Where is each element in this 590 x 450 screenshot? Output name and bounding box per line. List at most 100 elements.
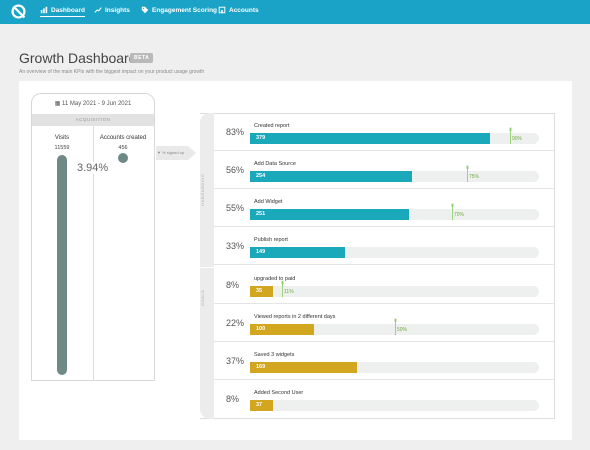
stage-count: 379	[256, 135, 266, 141]
stage-name: upgraded to paid	[254, 276, 296, 282]
accounts-created-dot	[118, 153, 128, 163]
signed-up-text: % signed up	[162, 150, 185, 155]
building-icon	[218, 6, 226, 14]
onboarding-label: ONBOARDING	[200, 173, 205, 207]
chart-bar-icon	[40, 6, 48, 14]
stage-percentage: 33%	[226, 241, 245, 251]
funnel-stage-row[interactable]: 37% Saved 3 widgets 169	[214, 342, 554, 380]
benchmark-flag-icon: |||	[394, 318, 397, 322]
stage-name: Add Widget	[254, 199, 283, 205]
conversion-rate: 3.94%	[76, 162, 110, 174]
date-range-label: 11 May 2021 - 9 Jun 2021	[62, 101, 132, 107]
stage-count: 251	[256, 211, 266, 217]
stage-bar-track: 35 ||| 11%	[250, 280, 539, 297]
benchmark-percentage: 11%	[284, 289, 294, 295]
goals-label: GOALS	[200, 289, 205, 307]
benchmark-marker	[395, 319, 396, 335]
accounts-created-label: Accounts created	[99, 135, 147, 141]
app-logo-icon[interactable]	[10, 3, 27, 20]
stage-bar-fill: 35	[250, 286, 273, 297]
visits-value: 11559	[54, 145, 70, 151]
stage-percentage: 22%	[226, 318, 245, 328]
benchmark-percentage: 75%	[469, 174, 480, 180]
nav-dashboard[interactable]: Dashboard	[40, 6, 85, 17]
trend-line-icon	[94, 7, 102, 13]
benchmark-flag-icon: |||	[466, 165, 469, 169]
stage-bar-fill: 37	[250, 400, 273, 411]
acquisition-divider	[93, 126, 94, 381]
stage-bar-fill: 169	[250, 362, 357, 373]
nav-insights[interactable]: Insights	[94, 6, 130, 14]
benchmark-marker	[467, 166, 468, 182]
goals-band: GOALS	[200, 268, 214, 419]
benchmark-percentage: 90%	[512, 136, 523, 142]
page-title: Growth Dashboard	[19, 50, 137, 66]
stage-percentage: 8%	[226, 280, 240, 290]
benchmark-flag-icon: |||	[509, 127, 512, 131]
funnel-stage-row[interactable]: 33% Publish report 149	[214, 227, 554, 265]
stage-percentage: 8%	[226, 394, 240, 404]
tag-icon	[141, 6, 149, 14]
stage-count: 169	[256, 364, 266, 370]
stage-name: Created report	[254, 123, 290, 129]
stage-bar-track: 169	[250, 362, 539, 373]
stage-percentage: 37%	[226, 356, 245, 366]
funnel-stage-row[interactable]: 55% Add Widget 251 ||| 70%	[214, 189, 554, 227]
signed-up-label: ▼ % signed up	[157, 150, 184, 155]
stage-count: 254	[256, 173, 266, 179]
stage-bar-fill: 379	[250, 133, 490, 144]
date-range-picker[interactable]: ▦ 11 May 2021 - 9 Jun 2021	[32, 100, 154, 107]
benchmark-flag-icon: |||	[451, 203, 454, 207]
page-subtitle: An overview of the main KPIs with the bi…	[19, 69, 205, 75]
funnel-stage-row[interactable]: 22% Viewed reports in 2 different days 100…	[214, 304, 554, 342]
benchmark-marker	[282, 281, 283, 297]
conversion-arrow	[156, 146, 196, 160]
funnel-stage-row[interactable]: 83% Created report 379 ||| 90%	[214, 113, 554, 151]
stage-name: Saved 3 widgets	[254, 352, 295, 358]
stage-bar-track: 379 ||| 90%	[250, 127, 539, 144]
stage-bar-fill: 100	[250, 324, 314, 335]
nav-accounts[interactable]: Accounts	[218, 6, 259, 14]
nav-engagement-scoring-label: Engagement Scoring	[152, 6, 218, 14]
beta-badge: BETA	[130, 53, 154, 63]
onboarding-band: ONBOARDING	[200, 113, 214, 267]
nav-dashboard-label: Dashboard	[51, 6, 85, 14]
stage-bar-track: 37	[250, 400, 539, 411]
stage-percentage: 55%	[226, 203, 245, 213]
benchmark-flag-icon: |||	[281, 280, 284, 284]
nav-engagement-scoring[interactable]: Engagement Scoring	[141, 6, 217, 14]
visits-label: Visits	[54, 135, 70, 141]
nav-insights-label: Insights	[105, 6, 130, 14]
stage-count: 35	[256, 288, 263, 294]
stage-bar-fill: 149	[250, 247, 345, 258]
stage-name: Viewed reports in 2 different days	[254, 314, 336, 320]
accounts-created-value: 456	[118, 145, 128, 151]
acquisition-card: ▦ 11 May 2021 - 9 Jun 2021 ACQUISITION V…	[31, 93, 155, 381]
stage-percentage: 83%	[226, 127, 245, 137]
benchmark-marker	[510, 128, 511, 144]
nav-accounts-label: Accounts	[229, 6, 259, 14]
funnel-stage-row[interactable]: 8% upgraded to paid 35 ||| 11%	[214, 266, 554, 304]
top-navigation-bar: Dashboard Insights Engagement Scoring Ac…	[0, 0, 590, 24]
stage-bar-fill: 251	[250, 209, 409, 220]
stage-bar-track: 100 ||| 50%	[250, 318, 539, 335]
stage-bar-track: 149	[250, 247, 539, 258]
benchmark-marker	[452, 204, 453, 220]
visits-bar	[57, 155, 67, 375]
stage-name: Added Second User	[254, 390, 304, 396]
benchmark-percentage: 70%	[454, 212, 465, 218]
calendar-icon: ▦	[54, 101, 61, 107]
stage-name: Publish report	[254, 237, 288, 243]
stage-count: 37	[256, 402, 263, 408]
stage-name: Add Data Source	[254, 161, 296, 167]
stage-bar-fill: 254	[250, 171, 412, 182]
stage-bar-track: 254 ||| 75%	[250, 165, 539, 182]
acquisition-header: ACQUISITION	[32, 114, 154, 126]
funnel-stage-row[interactable]: 56% Add Data Source 254 ||| 75%	[214, 151, 554, 189]
stage-bar-track: 251 ||| 70%	[250, 203, 539, 220]
stage-count: 100	[256, 326, 266, 332]
funnel-stage-row[interactable]: 8% Added Second User 37	[214, 380, 554, 418]
stage-percentage: 56%	[226, 165, 245, 175]
benchmark-percentage: 50%	[397, 327, 408, 333]
stage-count: 149	[256, 249, 266, 255]
